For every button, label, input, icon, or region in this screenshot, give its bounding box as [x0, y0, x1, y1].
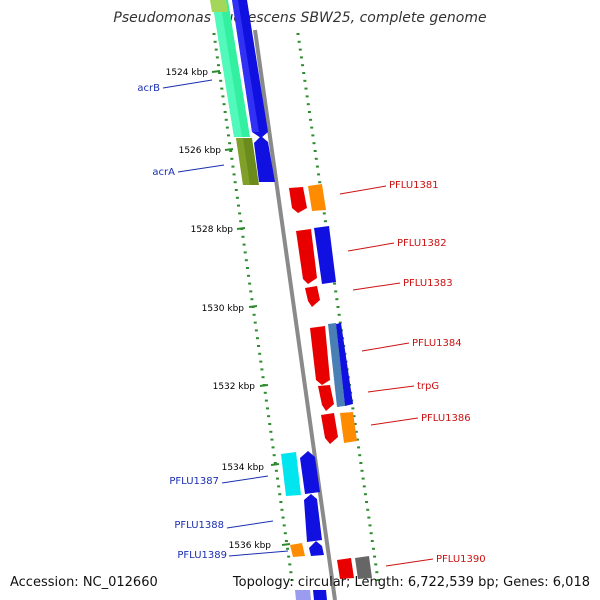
leader-PFLU1388	[226, 520, 274, 529]
kbp-label: 1532 kbp	[213, 382, 256, 392]
label-trpG[interactable]: trpG	[417, 381, 439, 392]
label-PFLU1381[interactable]: PFLU1381	[389, 180, 439, 191]
leader-acrA	[177, 164, 225, 173]
gene-orange-1381[interactable]	[308, 184, 326, 211]
map-title: Pseudomonas fluorescens SBW25, complete …	[113, 10, 487, 26]
gene-acrB-highlight	[212, 0, 242, 137]
gene-PFLU1390[interactable]	[337, 558, 354, 579]
gene-PFLU1386[interactable]	[321, 413, 338, 444]
label-PFLU1382[interactable]: PFLU1382	[397, 238, 447, 249]
label-PFLU1388[interactable]: PFLU1388	[174, 520, 224, 531]
kbp-tick-mark	[259, 384, 269, 387]
gene-PFLU1389[interactable]	[290, 543, 305, 557]
leader-PFLU1387	[221, 475, 269, 484]
leader-PFLU1386	[370, 417, 419, 426]
gene-top-yellowgreen	[210, 0, 228, 12]
gene-bottom-blue	[313, 590, 327, 600]
label-PFLU1387[interactable]: PFLU1387	[169, 476, 219, 487]
leader-PFLU1389	[228, 550, 289, 557]
label-PFLU1384[interactable]: PFLU1384	[412, 338, 462, 349]
gene-grey-1390[interactable]	[355, 556, 372, 579]
genome-backbone	[253, 29, 337, 600]
leader-trpG	[367, 385, 415, 393]
leader-PFLU1383	[352, 282, 401, 291]
kbp-label: 1536 kbp	[229, 541, 272, 551]
kbp-tick-mark	[281, 543, 291, 546]
kbp-label: 1528 kbp	[191, 225, 234, 235]
accession-text: Accession: NC_012660	[10, 575, 158, 590]
kbp-label: 1524 kbp	[166, 68, 209, 78]
label-PFLU1383[interactable]: PFLU1383	[403, 278, 453, 289]
kbp-tick-mark	[211, 70, 221, 73]
gene-features	[210, 0, 372, 600]
gene-blue-upper-hl	[232, 0, 259, 132]
gene-trpG[interactable]	[318, 385, 334, 411]
leader-PFLU1381	[339, 185, 387, 195]
gene-labels: acrB acrA PFLU1381 PFLU1382 PFLU1383 PFL…	[137, 79, 486, 567]
kbp-tick-mark	[236, 227, 246, 230]
gene-orange-1386[interactable]	[340, 412, 357, 443]
leader-acrB	[162, 79, 213, 89]
kbp-tick-mark	[224, 148, 234, 151]
gene-blue-1382[interactable]	[314, 226, 336, 284]
leader-PFLU1382	[347, 242, 395, 252]
gene-blue-acrA-pair[interactable]	[254, 136, 275, 182]
gene-blue-1389[interactable]	[309, 541, 324, 556]
leader-PFLU1390	[385, 558, 434, 567]
label-acrB[interactable]: acrB	[137, 83, 160, 94]
gene-acrA-hl	[236, 138, 250, 185]
leader-PFLU1384	[361, 342, 410, 352]
kbp-tick-mark	[270, 463, 280, 466]
gene-PFLU1388[interactable]	[304, 494, 322, 542]
gene-blue-1384[interactable]	[336, 323, 353, 406]
label-acrA[interactable]: acrA	[152, 167, 175, 178]
gene-trpG-steel[interactable]	[328, 323, 345, 407]
gene-PFLU1384[interactable]	[310, 326, 330, 385]
gene-PFLU1382[interactable]	[296, 229, 317, 284]
kbp-scale: 1524 kbp 1526 kbp 1528 kbp 1530 kbp 1532…	[166, 68, 291, 551]
gene-PFLU1381[interactable]	[289, 187, 307, 213]
kbp-label: 1526 kbp	[179, 146, 222, 156]
kbp-label: 1530 kbp	[202, 304, 245, 314]
kbp-tick-mark	[248, 305, 258, 308]
gene-PFLU1383[interactable]	[305, 286, 320, 307]
gene-blue-1387[interactable]	[300, 451, 320, 494]
kbp-label: 1534 kbp	[222, 463, 265, 473]
label-PFLU1390[interactable]: PFLU1390	[436, 554, 486, 565]
genome-summary: Topology: circular; Length: 6,722,539 bp…	[232, 575, 590, 590]
gene-PFLU1387[interactable]	[281, 452, 301, 496]
gene-bottom-lavender	[295, 590, 311, 600]
label-PFLU1389[interactable]: PFLU1389	[177, 550, 227, 561]
label-PFLU1386[interactable]: PFLU1386	[421, 413, 471, 424]
